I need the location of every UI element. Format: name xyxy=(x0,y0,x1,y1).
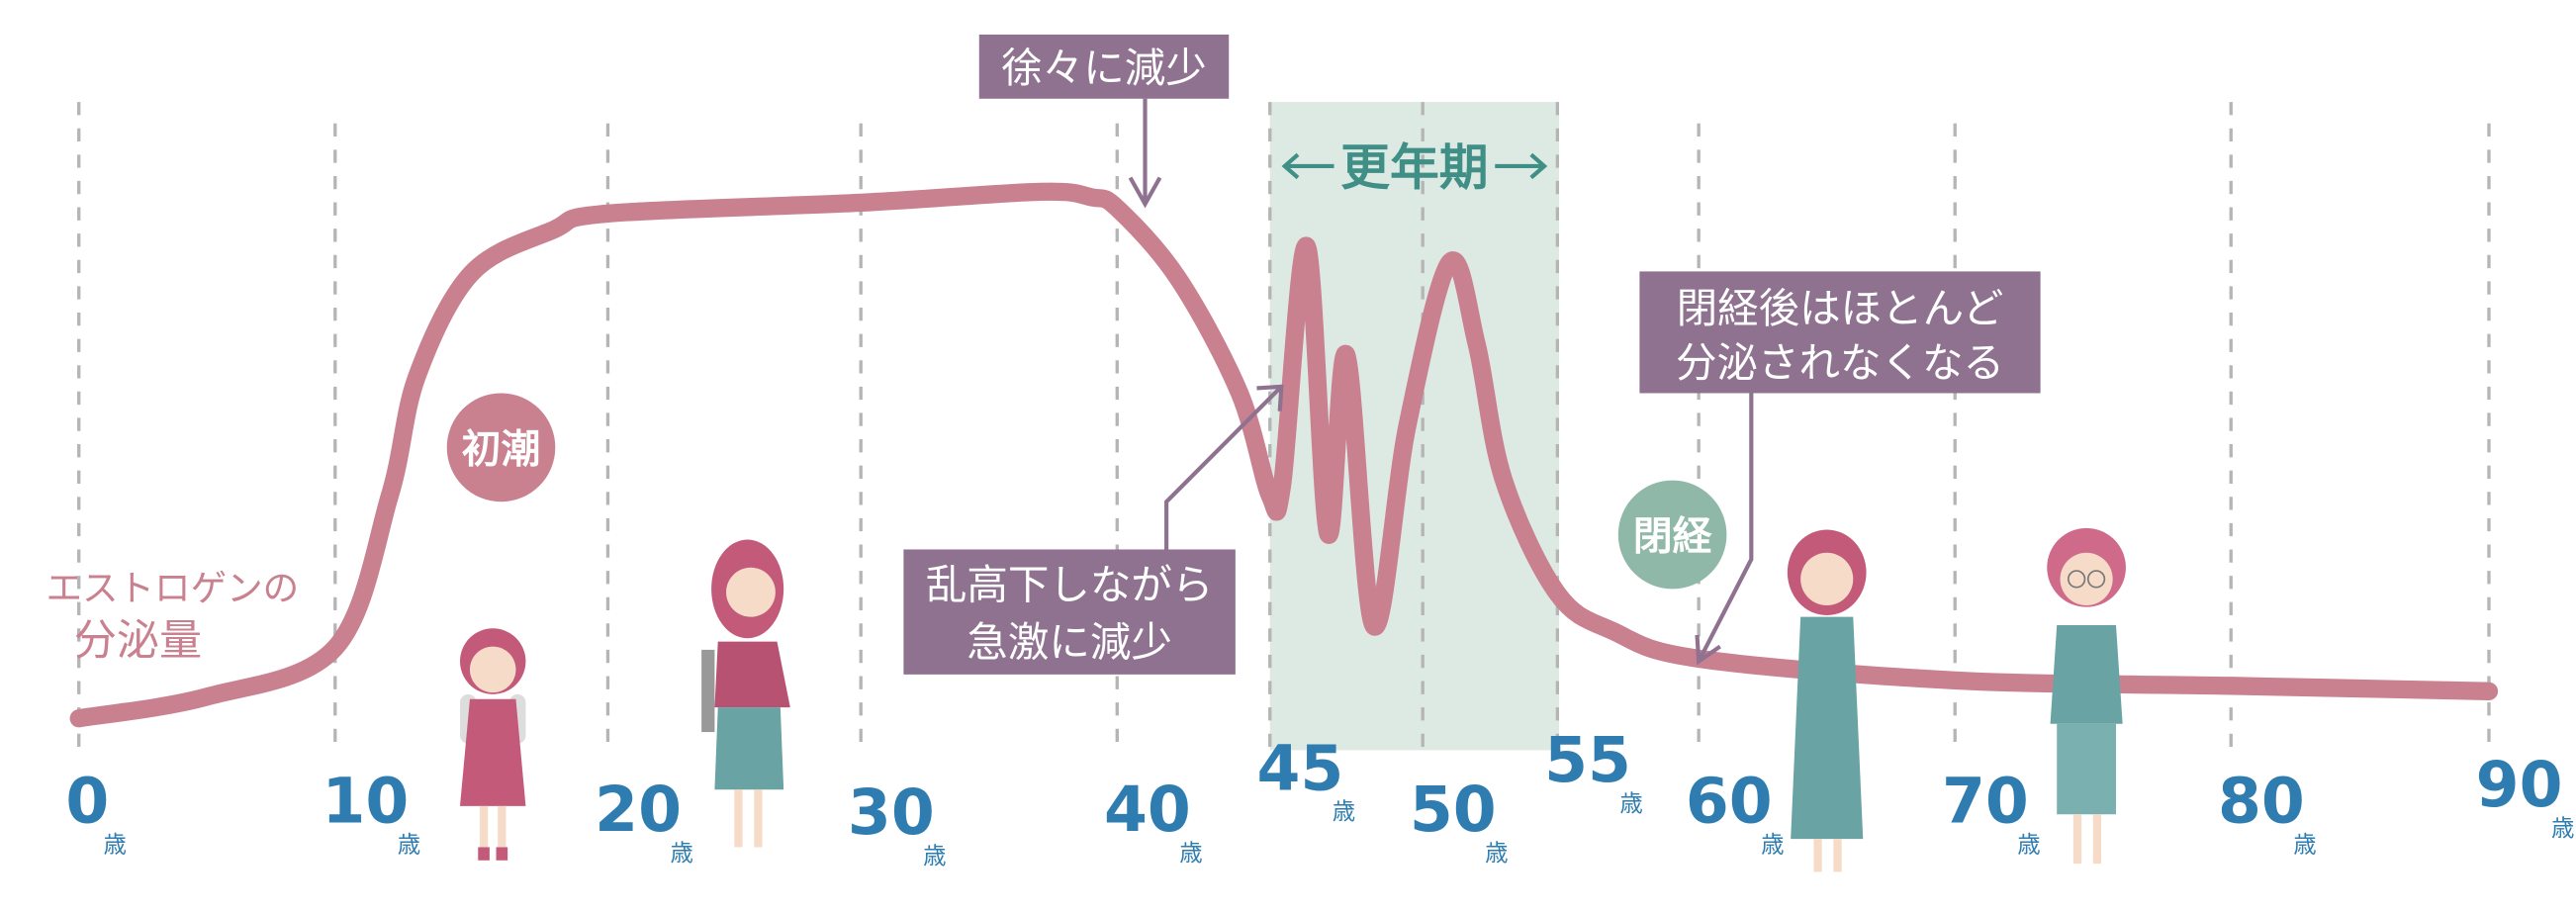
x-tick-unit-40: 歳 xyxy=(1179,840,1202,867)
annotation-postmenopause-line2: 分泌されなくなる xyxy=(1676,338,2004,387)
x-tick-unit-0: 歳 xyxy=(104,831,127,858)
x-tick-label-80: 80 xyxy=(2218,764,2305,837)
annotation-arrow-fluctuate xyxy=(1164,384,1284,550)
annotation-box-fluctuate xyxy=(903,549,1236,675)
badge-menopause-text: 閉経 xyxy=(1633,513,1713,559)
x-tick-label-45: 45 xyxy=(1256,731,1343,804)
annotation-arrow-postmenopause xyxy=(1695,393,1754,666)
x-tick-label-20: 20 xyxy=(595,773,682,846)
annotation-gradual-text: 徐々に減少 xyxy=(1001,44,1207,92)
x-tick-unit-70: 歳 xyxy=(2017,831,2040,858)
middle-aged-woman-figure xyxy=(1787,529,1867,872)
left-arrow-icon xyxy=(1281,152,1334,180)
x-tick-label-90: 90 xyxy=(2476,748,2563,821)
x-tick-label-10: 10 xyxy=(322,764,410,837)
annotation-fluctuate-line1: 乱高下しながら xyxy=(926,560,1214,608)
x-tick-unit-90: 歳 xyxy=(2551,815,2574,842)
annotation-postmenopause-line1: 閉経後はほとんど xyxy=(1677,284,2004,332)
x-tick-unit-20: 歳 xyxy=(671,840,693,867)
x-tick-unit-50: 歳 xyxy=(1485,840,1508,867)
annotation-arrow-gradual xyxy=(1128,98,1162,209)
annotation-box-postmenopause xyxy=(1639,271,2041,394)
young-woman-figure xyxy=(701,539,790,848)
x-tick-label-50: 50 xyxy=(1410,773,1497,846)
x-tick-label-30: 30 xyxy=(848,776,935,849)
x-tick-label-55: 55 xyxy=(1544,723,1631,796)
girl-child-figure xyxy=(460,628,526,861)
x-tick-unit-60: 歳 xyxy=(1761,831,1784,858)
x-tick-label-60: 60 xyxy=(1686,764,1773,837)
y-axis-label-line2: 分泌量 xyxy=(74,616,202,666)
band-label: 更年期 xyxy=(1340,138,1488,196)
annotation-fluctuate-line2: 急激に減少 xyxy=(966,618,1172,667)
x-tick-unit-80: 歳 xyxy=(2293,831,2316,858)
right-arrow-icon xyxy=(1495,152,1548,180)
x-tick-unit-45: 歳 xyxy=(1333,798,1355,825)
x-tick-unit-55: 歳 xyxy=(1619,790,1642,817)
menopause-band-label: 更年期 xyxy=(1281,138,1548,196)
x-tick-label-40: 40 xyxy=(1104,773,1191,846)
y-axis-label-line1: エストロゲンの xyxy=(46,567,300,609)
estrogen-curve xyxy=(69,182,2499,728)
badge-menopause xyxy=(1617,480,1727,590)
badge-menarche xyxy=(446,393,556,502)
annotation-box-gradual xyxy=(978,34,1230,99)
x-tick-label-70: 70 xyxy=(1942,764,2029,837)
badge-menarche-text: 初潮 xyxy=(462,426,541,472)
x-tick-label-0: 0 xyxy=(65,764,109,837)
elderly-woman-figure xyxy=(2047,527,2126,865)
x-tick-unit-10: 歳 xyxy=(398,831,420,858)
x-tick-unit-30: 歳 xyxy=(923,843,946,869)
